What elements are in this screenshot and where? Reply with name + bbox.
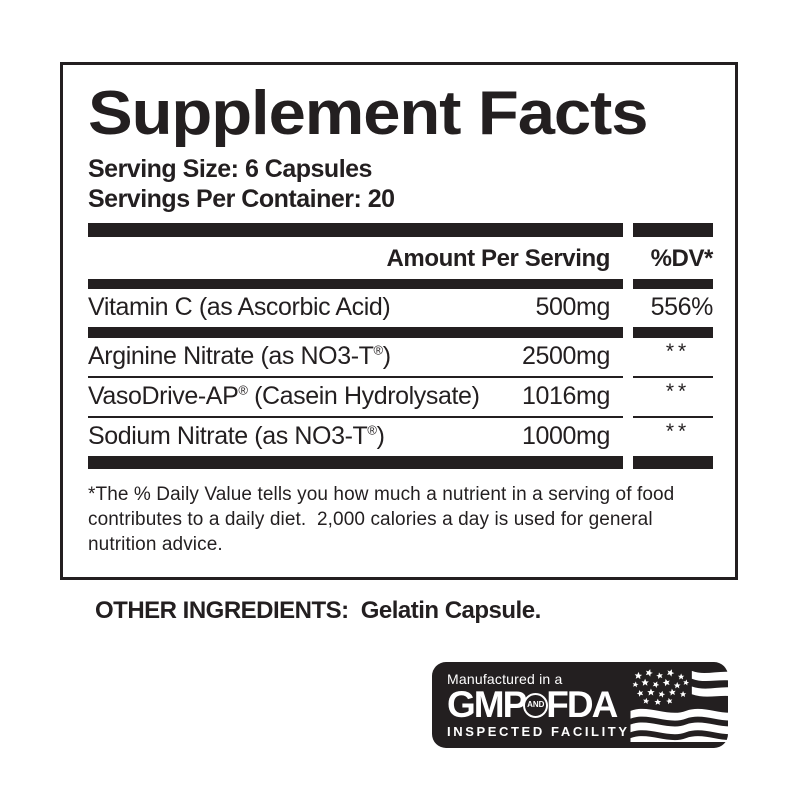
supplement-facts-title: Supplement Facts xyxy=(88,79,649,148)
table-row-arginine-nitrate: Arginine Nitrate (as NO3-T®) 2500mg xyxy=(88,338,623,376)
divider-line-thin xyxy=(88,416,623,418)
other-ingredients-value: Gelatin Capsule. xyxy=(360,597,542,624)
serving-size: Serving Size: 6 Capsules xyxy=(88,155,372,183)
ingredient-name: Sodium Nitrate (as NO3-T®) xyxy=(88,422,385,450)
ingredient-name: Vitamin C (as Ascorbic Acid) xyxy=(88,293,391,321)
divider-line-thin xyxy=(88,376,623,378)
badge-manufactured-line: Manufactured in a xyxy=(447,671,563,687)
table-row-vasodrive-ap: VasoDrive-AP® (Casein Hydrolysate) 1016m… xyxy=(88,378,623,416)
divider-bar-thick xyxy=(88,223,623,237)
divider-bar-thick xyxy=(633,456,713,469)
ingredient-amount: 500mg xyxy=(535,293,611,321)
badge-fda-label: FDA xyxy=(546,684,618,725)
ingredient-amount: 1016mg xyxy=(522,382,610,410)
badge-gmp-fda-line: GMP AND FDA xyxy=(447,684,630,725)
other-ingredients-label: OTHER INGREDIENTS: xyxy=(95,597,349,624)
divider-bar-thick xyxy=(88,456,623,469)
daily-value: ** xyxy=(665,340,691,363)
ingredient-amount: 2500mg xyxy=(522,342,610,370)
table-row-sodium-nitrate: Sodium Nitrate (as NO3-T®) 1000mg xyxy=(88,418,623,456)
servings-per-container: Servings Per Container: 20 xyxy=(88,185,395,213)
dv-not-established-footnote: **Daily Value (DV) not established. xyxy=(88,573,713,577)
ingredient-name: Arginine Nitrate (as NO3-T®) xyxy=(88,342,391,370)
gmp-fda-badge-text: Manufactured in a GMP AND FDA INSPECTED … xyxy=(432,671,630,739)
divider-bar-medium xyxy=(633,279,713,289)
divider-bar-thick xyxy=(633,223,713,237)
column-header-dv: %DV* xyxy=(650,245,714,272)
gmp-fda-badge: Manufactured in a GMP AND FDA INSPECTED … xyxy=(432,662,742,748)
supplement-facts-panel: Supplement Facts Serving Size: 6 Capsule… xyxy=(60,62,738,580)
daily-value: 556% xyxy=(650,293,714,321)
badge-gmp-label: GMP xyxy=(447,684,527,725)
badge-and-circle: AND xyxy=(523,692,549,718)
divider-bar-medium xyxy=(633,327,713,338)
divider-line-thin xyxy=(633,376,713,378)
divider-line-thin xyxy=(633,416,713,418)
daily-value-footnote: *The % Daily Value tells you how much a … xyxy=(88,484,675,555)
ingredient-amount: 1000mg xyxy=(522,422,610,450)
us-flag-icon xyxy=(630,668,742,742)
daily-value: ** xyxy=(665,420,691,443)
facts-table: Amount Per Serving %DV* Vitamin C (as As… xyxy=(88,223,713,469)
column-header-amount: Amount Per Serving xyxy=(386,245,610,272)
badge-inspected-facility-line: INSPECTED FACILITY xyxy=(447,724,630,739)
daily-value: ** xyxy=(665,380,691,403)
ingredient-name: VasoDrive-AP® (Casein Hydrolysate) xyxy=(88,382,480,410)
divider-bar-medium xyxy=(88,279,623,289)
table-row-vitamin-c: Vitamin C (as Ascorbic Acid) 500mg xyxy=(88,289,623,327)
other-ingredients: OTHER INGREDIENTS: Gelatin Capsule. xyxy=(95,597,541,625)
divider-bar-medium xyxy=(88,327,623,338)
